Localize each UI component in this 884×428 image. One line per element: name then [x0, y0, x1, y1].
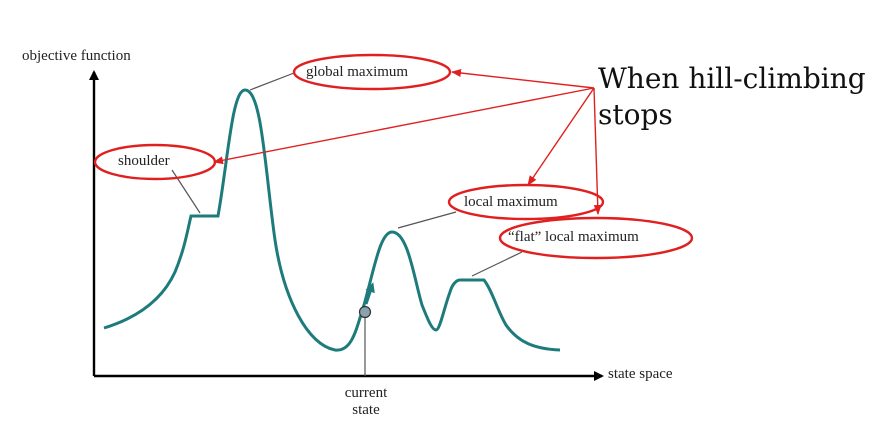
flat-local-maximum-highlight [498, 216, 694, 260]
local-maximum-leader [397, 211, 457, 229]
red-arrow-to-shoulder [213, 87, 595, 165]
y-axis-label: objective function [22, 48, 131, 64]
flat-local-maximum-leader [471, 251, 523, 277]
local-maximum-highlight [447, 183, 605, 221]
current-state-marker [358, 305, 372, 319]
current-state-direction-arrow [364, 282, 375, 305]
red-arrow-to-global-maximum [451, 69, 595, 89]
x-axis-label: state space [608, 366, 673, 382]
objective-function-curve [103, 88, 561, 352]
global-maximum-label: global maximum [306, 64, 409, 80]
shoulder-label: shoulder [118, 153, 170, 169]
local-maximum-label: local maximum [464, 194, 558, 210]
red-arrow-to-flat-local-maximum [593, 87, 602, 215]
overlay-title-line2: stops [598, 98, 673, 131]
global-maximum-highlight [292, 53, 452, 91]
current-state-label-line1: current [344, 385, 388, 401]
current-state-label-line2: state [352, 402, 380, 418]
overlay-title-line1: When hill-climbing [598, 62, 866, 95]
global-maximum-leader [249, 72, 295, 91]
red-arrow-to-local-maximum [527, 87, 595, 186]
flat-local-maximum-label: “flat” local maximum [508, 229, 639, 245]
